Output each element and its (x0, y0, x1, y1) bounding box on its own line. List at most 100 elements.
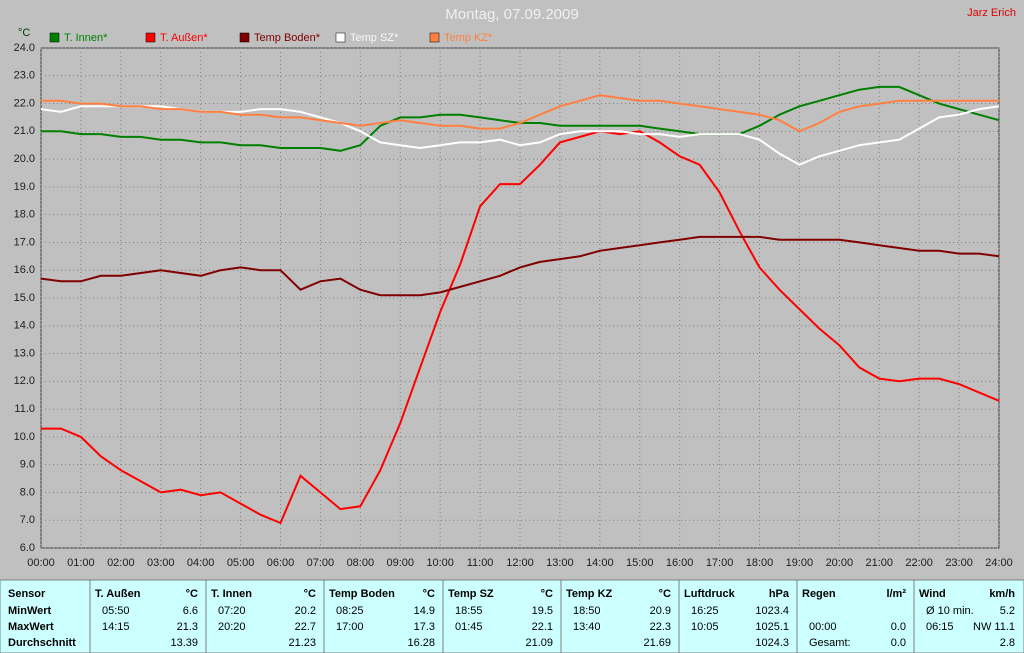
cell-value: 0.0 (891, 637, 906, 649)
stats-table: Sensor MinWert MaxWert Durchschnitt T. Außen… (0, 579, 1024, 653)
x-tick-label: 10:00 (426, 557, 454, 569)
legend-swatch (239, 32, 250, 43)
cell-time: 18:50 (573, 605, 601, 617)
table-background (0, 579, 1024, 653)
x-tick-label: 16:00 (666, 557, 694, 569)
sensor-unit: °C (186, 588, 198, 600)
cell-value: 1023.4 (755, 605, 789, 617)
y-tick-label: 6.0 (20, 542, 35, 554)
legend-swatch (429, 32, 440, 43)
row-label: Durchschnitt (8, 637, 76, 649)
author: Jarz Erich (967, 7, 1016, 19)
sensor-unit: °C (659, 588, 671, 600)
sensor-name: Temp SZ (448, 588, 494, 600)
cell-value: NW 11.1 (973, 621, 1015, 633)
cell-value: 22.3 (650, 621, 671, 633)
x-tick-label: 04:00 (187, 557, 215, 569)
y-tick-label: 18.0 (14, 209, 35, 221)
sensor-name: Temp Boden (329, 588, 395, 600)
x-tick-label: 15:00 (626, 557, 654, 569)
legend-label: T. Außen* (160, 32, 208, 44)
y-tick-label: 21.0 (14, 125, 35, 137)
series-line (41, 130, 1000, 525)
table-header: Sensor (8, 588, 46, 600)
cell-time: 05:50 (102, 605, 130, 617)
y-tick-label: 11.0 (14, 403, 35, 415)
legend-label: Temp Boden* (254, 32, 321, 44)
x-tick-label: 06:00 (267, 557, 295, 569)
y-tick-label: 13.0 (14, 347, 35, 359)
cell-value: 13.39 (170, 637, 198, 649)
x-tick-label: 18:00 (746, 557, 774, 569)
series-line (40, 235, 1000, 297)
y-tick-label: 23.0 (14, 70, 35, 82)
sensor-unit: hPa (769, 588, 790, 600)
x-tick-label: 00:00 (27, 557, 55, 569)
cell-time: Gesamt: (809, 637, 851, 649)
y-tick-label: 9.0 (20, 459, 35, 471)
sensor-name: T. Innen (211, 588, 252, 600)
x-tick-label: 11:00 (467, 557, 494, 569)
sensor-unit: km/h (989, 588, 1015, 600)
x-tick-label: 02:00 (107, 557, 135, 569)
legend-swatch (335, 32, 346, 43)
cell-time: 20:20 (218, 621, 246, 633)
cell-value: 21.23 (288, 637, 316, 649)
x-tick-label: 22:00 (905, 557, 933, 569)
cell-time: 17:00 (336, 621, 364, 633)
y-tick-label: 8.0 (20, 486, 35, 498)
cell-time: 14:15 (102, 621, 130, 633)
y-unit: °C (18, 27, 30, 39)
cell-value: 21.69 (643, 637, 671, 649)
series-line (41, 94, 999, 133)
cell-time: 06:15 (926, 621, 954, 633)
cell-time: Ø 10 min. (926, 605, 974, 617)
x-tick-label: 08:00 (347, 557, 375, 569)
x-tick-label: 13:00 (546, 557, 574, 569)
y-tick-label: 19.0 (14, 181, 35, 193)
cell-value: 5.2 (1000, 605, 1015, 617)
sensor-unit: °C (541, 588, 553, 600)
x-tick-label: 23:00 (945, 557, 973, 569)
cell-time: 16:25 (691, 605, 719, 617)
cell-time: 00:00 (809, 621, 837, 633)
x-tick-label: 19:00 (786, 557, 814, 569)
y-tick-label: 20.0 (14, 153, 35, 165)
x-tick-label: 20:00 (826, 557, 854, 569)
cell-time: 13:40 (573, 621, 601, 633)
y-tick-label: 14.0 (14, 320, 35, 332)
legend-label: Temp SZ* (350, 32, 399, 44)
y-tick-label: 24.0 (14, 42, 35, 54)
cell-value: 22.1 (532, 621, 553, 633)
legend: T. Innen* T. Außen* Temp Boden* Temp SZ* Tem… (49, 32, 493, 44)
cell-value: 2.8 (1000, 637, 1015, 649)
y-tick-label: 10.0 (14, 431, 35, 443)
y-tick-label: 7.0 (20, 514, 35, 526)
cell-time: 01:45 (455, 621, 483, 633)
cell-value: 20.9 (650, 605, 671, 617)
legend-swatch (49, 32, 60, 43)
sensor-unit: l/m² (886, 588, 906, 600)
legend-label: T. Innen* (64, 32, 108, 44)
cell-value: 14.9 (414, 605, 435, 617)
cell-value: 22.7 (295, 621, 316, 633)
cell-value: 1025.1 (755, 621, 789, 633)
y-tick-label: 16.0 (14, 264, 35, 276)
x-tick-label: 05:00 (227, 557, 255, 569)
x-tick-label: 09:00 (386, 557, 414, 569)
chart-title: Montag, 07.09.2009 (445, 6, 578, 23)
row-label: MaxWert (8, 621, 54, 633)
sensor-name: Temp KZ (566, 588, 613, 600)
grid: 6.0 7.0 8.0 9.0 10.0 11.0 12.0 13.0 14.0 15.0 16.0… (14, 42, 1013, 569)
cell-value: 0.0 (891, 621, 906, 633)
x-tick-label: 21:00 (865, 557, 893, 569)
sensor-name: Regen (802, 588, 836, 600)
y-tick-label: 22.0 (14, 97, 35, 109)
sensor-unit: °C (304, 588, 316, 600)
lines (40, 85, 1000, 525)
cell-value: 17.3 (414, 621, 435, 633)
cell-time: 07:20 (218, 605, 246, 617)
y-tick-label: 17.0 (14, 236, 35, 248)
x-tick-label: 07:00 (307, 557, 335, 569)
